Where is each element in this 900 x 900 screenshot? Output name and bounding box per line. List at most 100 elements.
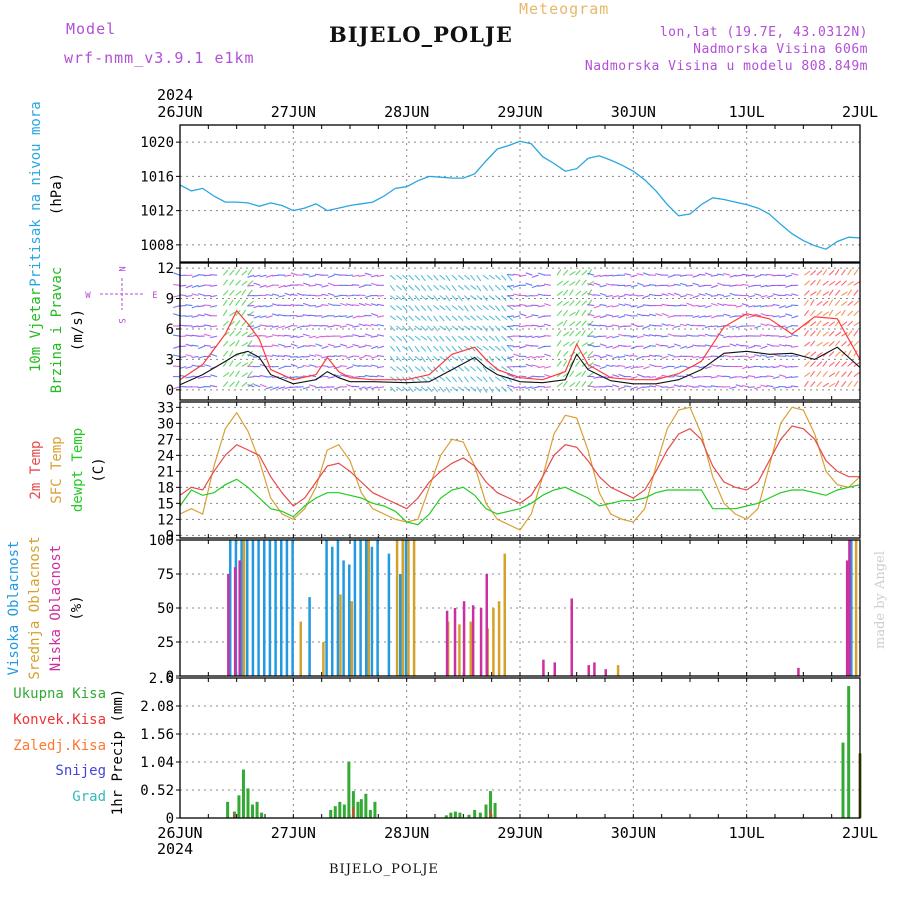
wind-barb bbox=[575, 360, 581, 367]
wind-barb bbox=[339, 325, 348, 328]
precip-axis-label: 1hr Precip (mm) bbox=[110, 689, 126, 815]
wind-barb bbox=[315, 343, 323, 347]
pressure-tick-label: 1020 bbox=[140, 135, 174, 151]
precip-legend-item: Snijeg bbox=[55, 763, 106, 779]
wind-barb bbox=[791, 334, 799, 337]
wind-barb bbox=[587, 355, 595, 359]
wind-barb bbox=[396, 284, 402, 291]
wind-barb bbox=[414, 284, 421, 291]
top-year-label: 2024 bbox=[157, 86, 193, 104]
wind-barb bbox=[804, 280, 810, 286]
wind-barb bbox=[501, 345, 507, 352]
wind-barb bbox=[259, 374, 267, 378]
wind-barb bbox=[766, 273, 774, 276]
wind-barb bbox=[352, 376, 360, 378]
wind-barb bbox=[723, 272, 731, 276]
mid-cloud-bar bbox=[299, 621, 302, 676]
wind-barb bbox=[241, 280, 248, 286]
wind-barb bbox=[506, 284, 514, 288]
wind-barb bbox=[241, 342, 249, 347]
wind-barb bbox=[488, 386, 494, 393]
wind-barb bbox=[358, 345, 366, 349]
wind-barb bbox=[370, 303, 378, 307]
low-cloud-bar bbox=[570, 598, 573, 676]
wind-barb bbox=[235, 290, 242, 296]
wind-barb bbox=[488, 284, 494, 292]
wind-barb bbox=[575, 320, 582, 327]
wind-barb bbox=[618, 325, 626, 328]
bottom-date-label: 29JUN bbox=[497, 824, 542, 842]
wind-barb bbox=[296, 345, 304, 349]
wind-barb bbox=[816, 320, 822, 327]
wind-barb bbox=[624, 335, 632, 337]
wind-barb bbox=[464, 325, 471, 331]
wind-barb bbox=[569, 281, 576, 286]
wind-barb bbox=[222, 309, 228, 317]
wind-barb bbox=[686, 334, 694, 337]
wind-barb bbox=[364, 344, 372, 347]
wind-barb bbox=[346, 345, 354, 349]
wind-barb bbox=[253, 325, 261, 329]
wind-barb bbox=[494, 325, 501, 332]
wind-barb bbox=[785, 284, 793, 288]
wind-barb bbox=[655, 334, 663, 337]
wind-barb bbox=[309, 344, 317, 347]
wind-barb bbox=[494, 345, 502, 352]
wind-barb bbox=[271, 293, 280, 297]
wind-barb bbox=[247, 269, 253, 276]
wind-barb bbox=[593, 294, 601, 297]
wind-barb bbox=[717, 345, 725, 350]
wind-barb bbox=[723, 335, 731, 339]
wind-barb bbox=[396, 376, 402, 382]
wind-barb bbox=[402, 386, 409, 392]
wind-barb bbox=[396, 295, 403, 301]
wind-barb bbox=[575, 330, 582, 337]
wind-barb bbox=[389, 315, 397, 321]
page-title: BIJELO_POLJE bbox=[329, 22, 513, 47]
wind-barb bbox=[426, 315, 433, 322]
wind-barb bbox=[810, 361, 816, 367]
wind-barb bbox=[506, 365, 514, 368]
wind-barb bbox=[222, 350, 229, 357]
wind-barb bbox=[766, 355, 774, 358]
wind-barb bbox=[433, 274, 439, 281]
wind-barb bbox=[506, 315, 514, 318]
wind-barb bbox=[791, 376, 799, 378]
wind-barb bbox=[333, 386, 341, 390]
wind-barb bbox=[816, 300, 823, 307]
wind-barb bbox=[451, 335, 457, 342]
wind-barb bbox=[612, 374, 620, 378]
wind-barb bbox=[525, 282, 533, 286]
total-precip-bar bbox=[347, 761, 351, 818]
total-precip-bar bbox=[255, 801, 259, 818]
wind-barb bbox=[488, 274, 496, 280]
wind-barb bbox=[408, 366, 414, 373]
wind-barb bbox=[197, 386, 205, 389]
wind-barb bbox=[599, 304, 607, 307]
wind-barb bbox=[278, 294, 286, 298]
wind-barb bbox=[229, 341, 236, 347]
wind-barb bbox=[791, 385, 799, 388]
wind-barb bbox=[433, 305, 440, 311]
wind-barb bbox=[847, 310, 854, 317]
wind-barb bbox=[488, 376, 494, 383]
wind-barb bbox=[673, 343, 681, 347]
compass-east: E bbox=[152, 291, 157, 301]
temperature-axis-label: 2m Temp bbox=[28, 440, 44, 499]
wind-barb bbox=[445, 335, 451, 342]
wind-barb bbox=[296, 355, 304, 359]
wind-barb bbox=[784, 376, 793, 379]
total-precip-bar bbox=[489, 791, 493, 818]
low-cloud-bar bbox=[797, 667, 800, 676]
wind-barb bbox=[272, 313, 280, 317]
wind-barb bbox=[376, 294, 385, 297]
wind-barb bbox=[309, 354, 317, 357]
wind-barb bbox=[692, 294, 700, 299]
high-cloud-bar bbox=[246, 540, 249, 676]
wind-barb bbox=[828, 289, 834, 296]
wind-barb bbox=[414, 325, 421, 331]
total-precip-bar bbox=[241, 769, 245, 818]
wind-barb bbox=[618, 364, 626, 368]
wind-barb bbox=[396, 386, 403, 392]
wind-barb bbox=[426, 386, 433, 393]
